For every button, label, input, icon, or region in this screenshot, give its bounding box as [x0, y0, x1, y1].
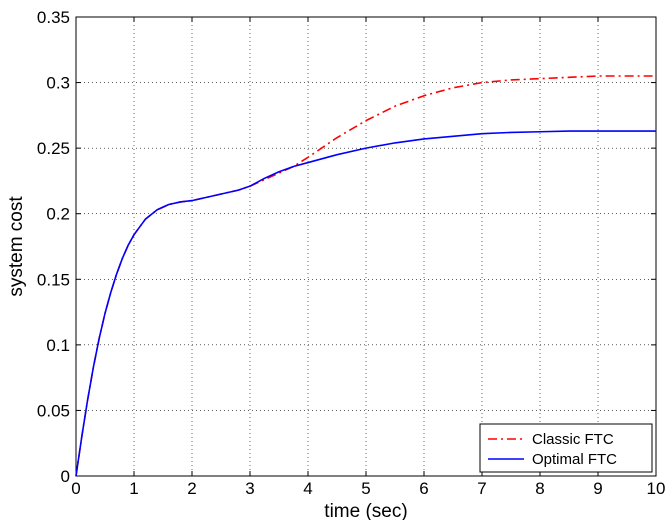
- x-tick-labels: 0 1 2 3 4 5 6 7 8 9 10: [71, 479, 665, 498]
- y-tick-label: 0.25: [37, 139, 70, 158]
- x-tick-label: 2: [187, 479, 196, 498]
- y-tick-label: 0: [61, 467, 70, 486]
- y-tick-label: 0.35: [37, 8, 70, 27]
- x-axis-label: time (sec): [324, 501, 407, 520]
- x-tick-label: 3: [245, 479, 254, 498]
- legend-box: [479, 423, 653, 473]
- x-tick-label: 8: [535, 479, 544, 498]
- series-line-optimal-ftc: [75, 130, 656, 477]
- series-layer: [75, 75, 656, 477]
- x-tick-label: 1: [129, 479, 138, 498]
- y-tick-labels: 0 0.05 0.1 0.15 0.2 0.25 0.3 0.35: [37, 8, 70, 486]
- y-tick-label: 0.05: [37, 401, 70, 420]
- grid: [76, 17, 656, 476]
- x-tick-label: 7: [477, 479, 486, 498]
- tick-marks: [75, 16, 657, 477]
- x-tick-label: 9: [593, 479, 602, 498]
- x-tick-label: 5: [361, 479, 370, 498]
- y-tick-label: 0.3: [46, 74, 70, 93]
- legend-label-classic-ftc: Classic FTC: [532, 431, 614, 448]
- x-tick-label: 6: [419, 479, 428, 498]
- x-tick-label: 0: [71, 479, 80, 498]
- y-tick-label: 0.2: [46, 205, 70, 224]
- y-tick-label: 0.1: [46, 336, 70, 355]
- y-tick-label: 0.15: [37, 270, 70, 289]
- x-tick-label: 4: [303, 479, 312, 498]
- x-tick-label: 10: [647, 479, 666, 498]
- y-axis-label: system cost: [6, 196, 27, 297]
- legend: Classic FTC Optimal FTC: [479, 423, 653, 473]
- legend-label-optimal-ftc: Optimal FTC: [532, 451, 617, 468]
